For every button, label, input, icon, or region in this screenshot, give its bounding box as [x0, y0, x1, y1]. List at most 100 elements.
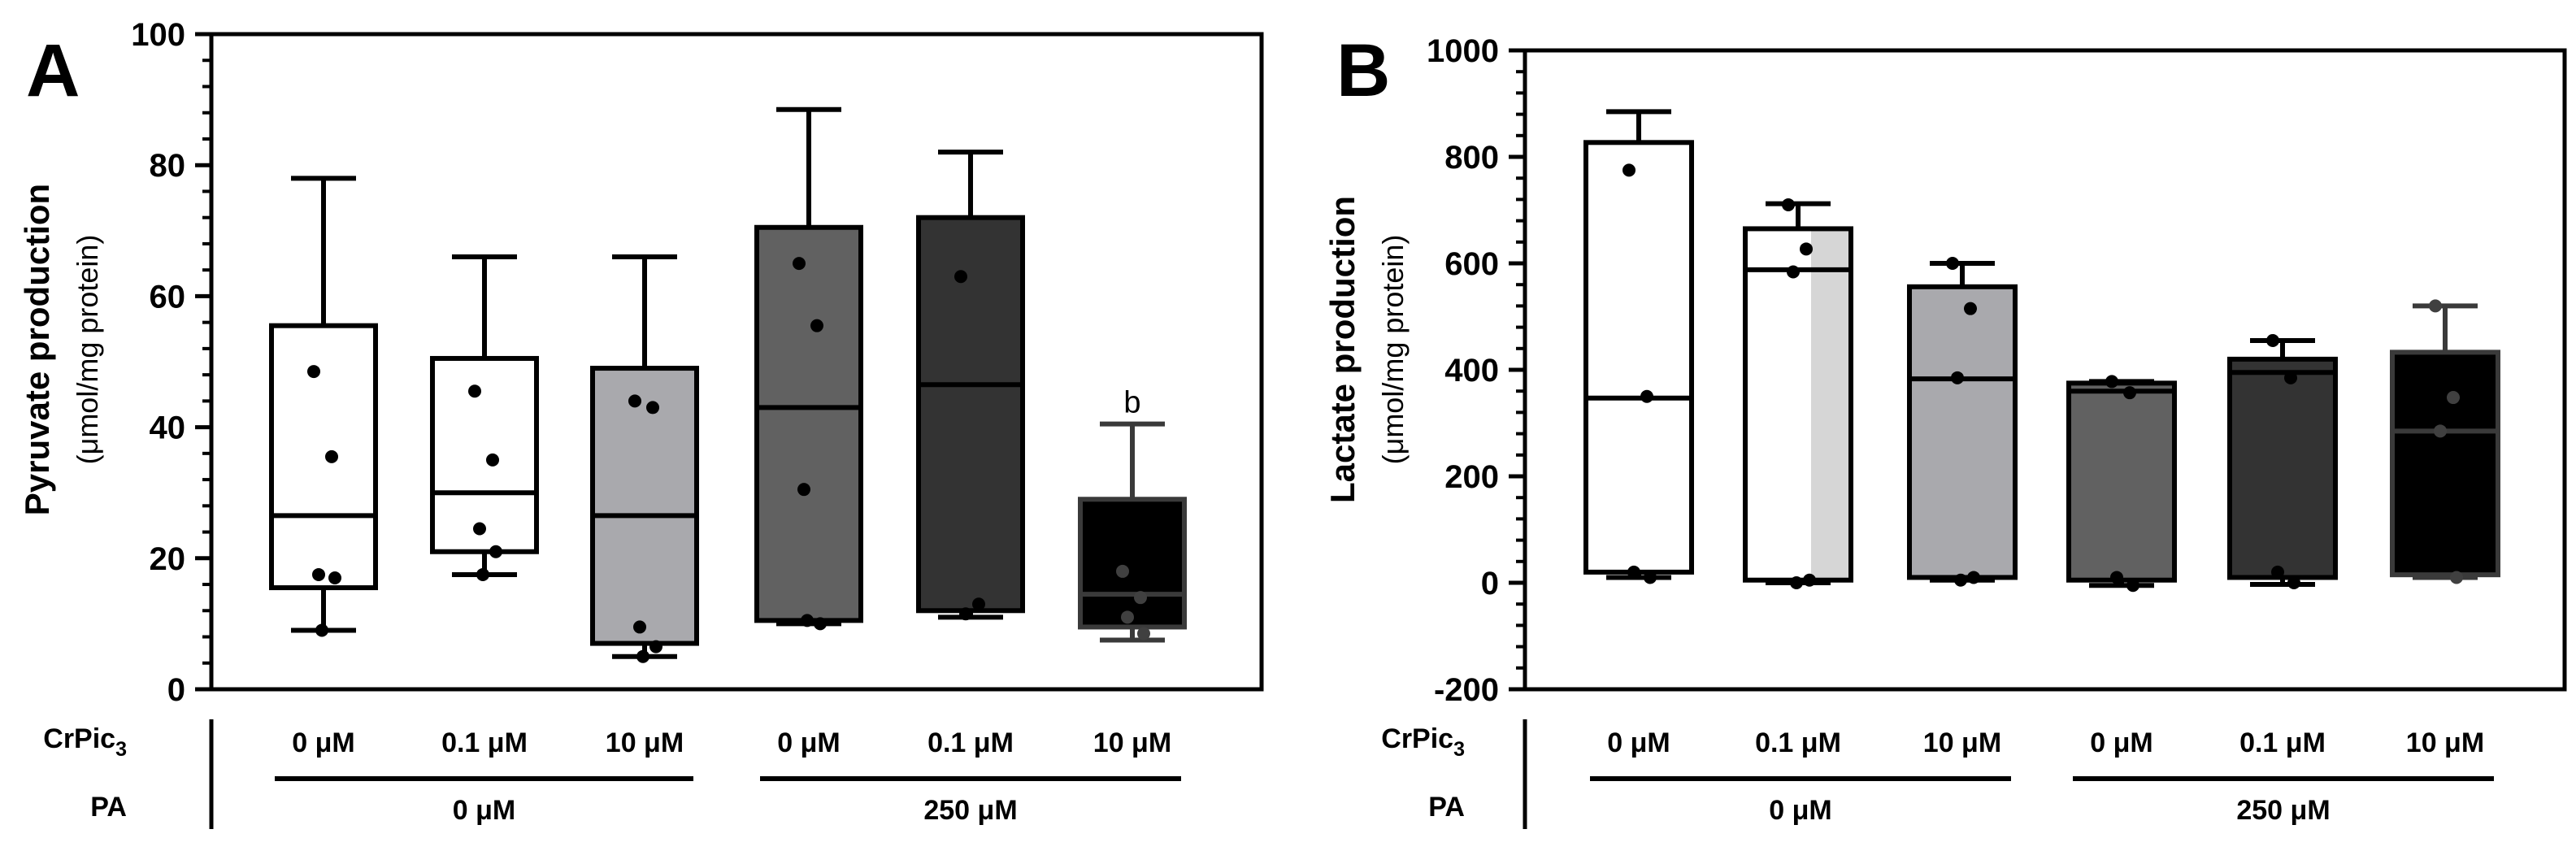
- box-outline: [430, 355, 539, 554]
- data-point: [1964, 302, 1977, 315]
- y-tick-label: 20: [150, 541, 186, 577]
- box-shade: [1811, 228, 1851, 580]
- data-point: [1627, 565, 1640, 579]
- significance-annotation: b: [1123, 386, 1140, 420]
- y-tick-label: 200: [1444, 459, 1499, 495]
- box-body: [593, 368, 697, 644]
- data-point: [489, 545, 502, 558]
- data-point: [307, 365, 320, 379]
- panel-a: A Pyruvate production (μmol/mg protein) …: [18, 17, 1264, 829]
- crpic-label-subscript: 3: [1453, 738, 1465, 761]
- data-point: [2287, 576, 2300, 589]
- panel-b-boxes: [1583, 109, 2500, 593]
- data-point: [1121, 610, 1134, 624]
- data-point: [797, 483, 810, 497]
- data-point: [793, 257, 806, 271]
- data-point: [2271, 565, 2284, 579]
- panel-a-crpic-row-label: CrPic3: [43, 723, 127, 761]
- data-point: [1951, 371, 1964, 384]
- data-point: [1954, 573, 1967, 587]
- category-label: 0 μM: [777, 727, 840, 758]
- y-tick-label: 600: [1444, 246, 1499, 282]
- box-group-3: [590, 254, 699, 663]
- box-group-1: [1583, 109, 1694, 584]
- y-tick-label: 40: [150, 410, 186, 446]
- data-point: [2266, 333, 2279, 347]
- box-group-3: [1907, 257, 2018, 587]
- box-body: [2392, 352, 2498, 575]
- category-label: 10 μM: [1923, 727, 2001, 758]
- panel-b: B Lactate production (μmol/mg protein) -…: [1323, 29, 2567, 829]
- data-point: [1782, 198, 1795, 211]
- box-group-5: [2227, 333, 2338, 589]
- data-point: [2126, 579, 2139, 593]
- group-label: 0 μM: [453, 795, 515, 826]
- category-label: 10 μM: [1093, 727, 1171, 758]
- data-point: [972, 597, 985, 611]
- y-tick-label: 0: [1481, 566, 1499, 601]
- box-outline: [2227, 356, 2338, 580]
- data-point: [636, 649, 649, 663]
- data-point: [486, 453, 499, 467]
- plot-frame: [209, 32, 1264, 692]
- data-point: [1137, 627, 1150, 640]
- data-point: [328, 571, 341, 584]
- box-body: [1909, 286, 2015, 578]
- data-point: [476, 567, 489, 581]
- data-point: [312, 567, 325, 581]
- data-point: [1946, 257, 1959, 270]
- panel-a-label: A: [26, 29, 80, 112]
- y-tick-label: 0: [167, 672, 185, 708]
- panel-b-crpic-row-label: CrPic3: [1381, 723, 1465, 761]
- panel-a-pa-row-label: PA: [90, 792, 127, 823]
- data-point: [633, 620, 646, 634]
- panel-a-boxes: b: [269, 106, 1187, 663]
- data-point: [2110, 571, 2123, 584]
- box-group-4: [2066, 375, 2177, 593]
- panel-b-pa-row-label: PA: [1428, 792, 1465, 823]
- y-tick-label: 80: [150, 148, 186, 184]
- box-group-6: [2390, 299, 2500, 584]
- y-tick-label: 800: [1444, 140, 1499, 176]
- box-body: [2230, 358, 2335, 578]
- panel-a-frame: [209, 32, 1264, 692]
- y-tick-label: -200: [1434, 672, 1499, 708]
- data-point: [649, 640, 662, 653]
- data-point: [1116, 564, 1129, 578]
- data-point: [325, 449, 338, 463]
- data-point: [959, 607, 972, 621]
- panel-a-y-axis: 0 20 40 60 80 100: [131, 17, 211, 708]
- data-point: [2450, 571, 2463, 584]
- data-point: [628, 394, 641, 408]
- data-point: [2123, 386, 2136, 400]
- category-label: 0 μM: [2090, 727, 2152, 758]
- data-point: [1644, 571, 1657, 584]
- data-point: [1790, 576, 1803, 589]
- box-group-2: [1743, 198, 1853, 589]
- panel-b-label: B: [1336, 29, 1390, 112]
- category-label: 0.1 μM: [1755, 727, 1841, 758]
- crpic-label-subscript: 3: [115, 738, 127, 761]
- data-point: [814, 617, 827, 631]
- y-tick-label: 100: [131, 17, 185, 53]
- data-point: [2434, 424, 2447, 438]
- y-tick-label: 1000: [1427, 33, 1499, 69]
- box-group-4: [754, 106, 863, 631]
- category-label: 0.1 μM: [927, 727, 1014, 758]
- category-label: 0.1 μM: [2239, 727, 2326, 758]
- box-outline: [2390, 350, 2500, 578]
- data-point: [954, 270, 967, 284]
- data-point: [473, 522, 486, 536]
- box-group-5: [916, 150, 1025, 621]
- data-point: [315, 623, 328, 637]
- category-label: 0 μM: [292, 727, 354, 758]
- group-label: 250 μM: [923, 795, 1017, 826]
- panel-a-ylabel-unit: (μmol/mg protein): [71, 235, 104, 465]
- data-point: [2447, 391, 2460, 405]
- group-label: 0 μM: [1769, 795, 1831, 826]
- data-point: [1787, 265, 1800, 279]
- box-body: [1080, 499, 1184, 627]
- crpic-label-base: CrPic: [43, 723, 115, 754]
